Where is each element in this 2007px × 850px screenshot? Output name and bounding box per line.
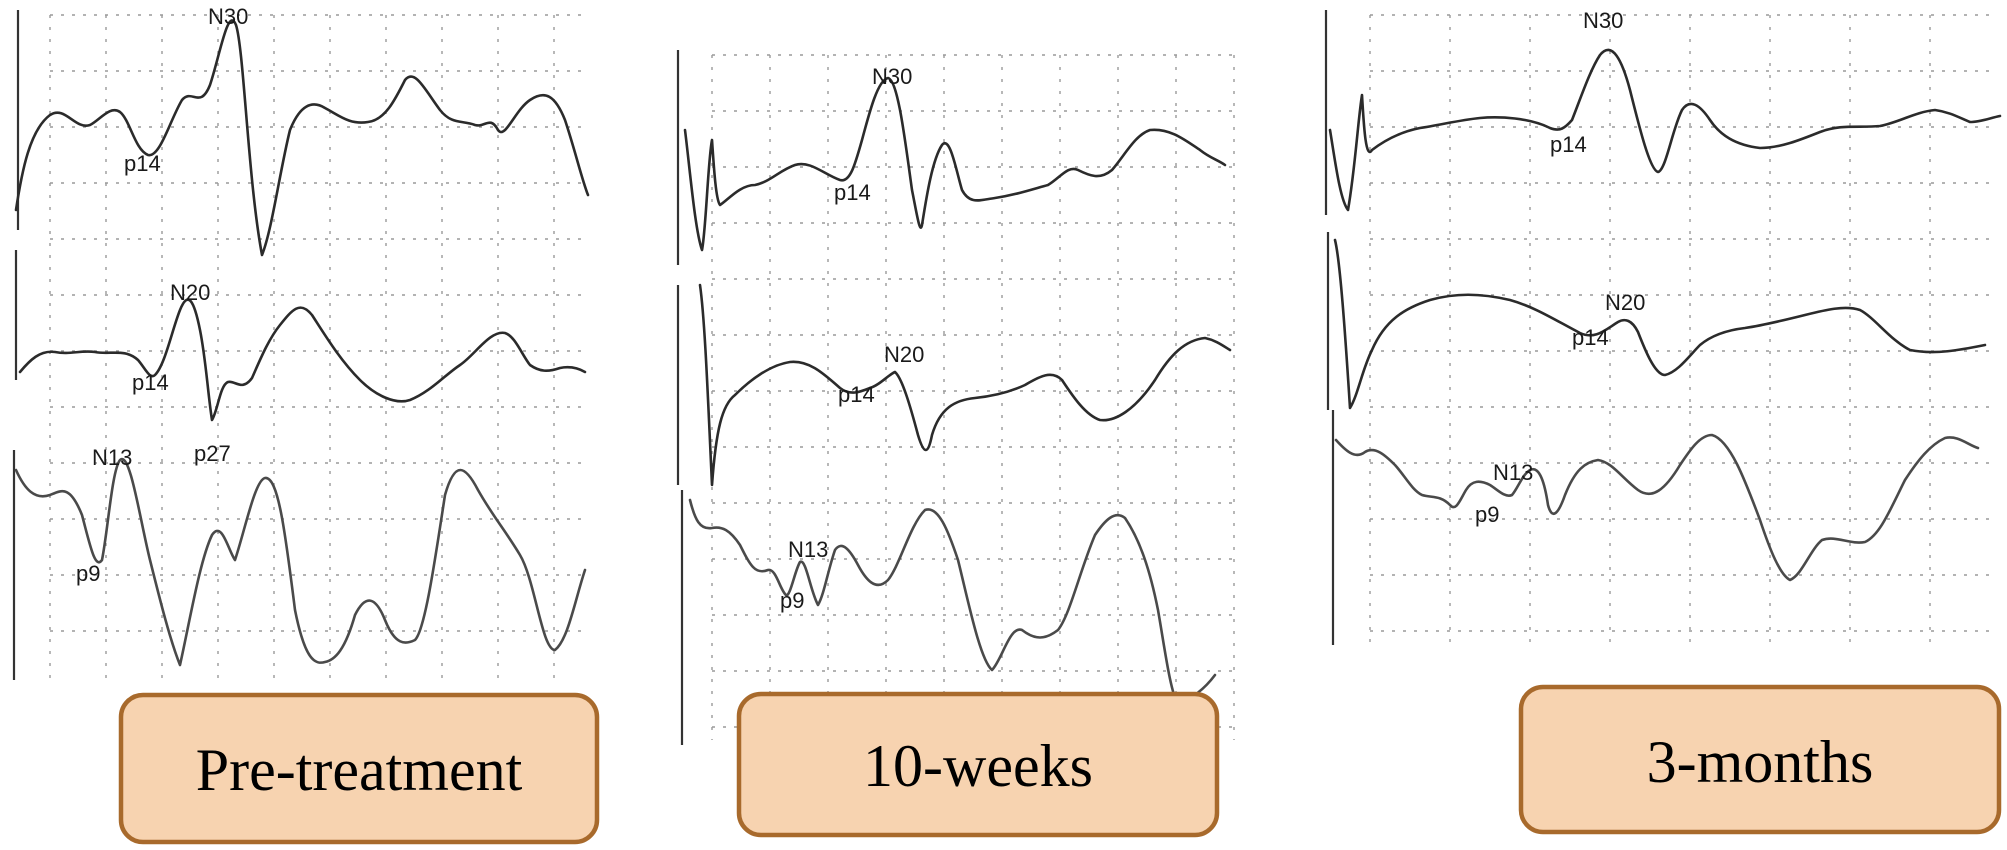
peak-n30: N30 (872, 64, 912, 89)
trace-peripheral (688, 498, 1217, 707)
peak-n30: N30 (208, 4, 248, 29)
label-text: 10-weeks (863, 733, 1093, 799)
label-pre-treatment: Pre-treatment (118, 692, 600, 845)
peak-n13: N13 (788, 537, 828, 562)
peak-n13: N13 (1493, 460, 1533, 485)
trace-cortical (14, 19, 590, 257)
trace-cortical (683, 76, 1227, 252)
peak-n20: N20 (170, 280, 210, 305)
label-text: Pre-treatment (196, 737, 523, 803)
trace-subcortical (18, 298, 587, 422)
peak-p27: p27 (194, 441, 231, 466)
label-3-months: 3-months (1518, 684, 2002, 835)
trace-subcortical (698, 283, 1232, 487)
peak-p14: p14 (834, 180, 871, 205)
peak-p9: p9 (1475, 502, 1499, 527)
panel-3-months: N30 p14 N20 p14 N13 p9 (1324, 8, 2002, 645)
label-box (1518, 684, 2002, 835)
peak-labels-pre-treatment: N30 p14 N20 p14 p27 N13 p9 (76, 4, 248, 586)
peak-p14: p14 (1572, 325, 1609, 350)
peak-n30: N30 (1583, 8, 1623, 33)
panel-10-weeks: N30 p14 N20 p14 N13 p9 (676, 50, 1238, 745)
peak-n13: N13 (92, 445, 132, 470)
grid-pre-treatment (49, 14, 585, 678)
label-10-weeks: 10-weeks (736, 691, 1220, 838)
label-box (736, 691, 1220, 838)
peak-n20: N20 (1605, 290, 1645, 315)
peak-labels-10-weeks: N30 p14 N20 p14 N13 p9 (780, 64, 924, 613)
grid-3-months (1369, 14, 1990, 642)
peak-p9: p9 (76, 561, 100, 586)
peak-p14: p14 (124, 151, 161, 176)
peak-p14: p14 (838, 382, 875, 407)
trace-peripheral (1334, 433, 1980, 582)
peak-p14: p14 (132, 370, 169, 395)
peak-n20: N20 (884, 342, 924, 367)
peak-p14: p14 (1550, 132, 1587, 157)
trace-peripheral (14, 457, 587, 667)
peak-labels-3-months: N30 p14 N20 p14 N13 p9 (1475, 8, 1645, 527)
label-box (118, 692, 600, 845)
peak-p9: p9 (780, 588, 804, 613)
trace-subcortical (1333, 238, 1987, 410)
label-text: 3-months (1647, 729, 1874, 795)
panel-pre-treatment: N30 p14 N20 p14 p27 N13 p9 (12, 4, 590, 680)
trace-cortical (1328, 48, 2002, 212)
